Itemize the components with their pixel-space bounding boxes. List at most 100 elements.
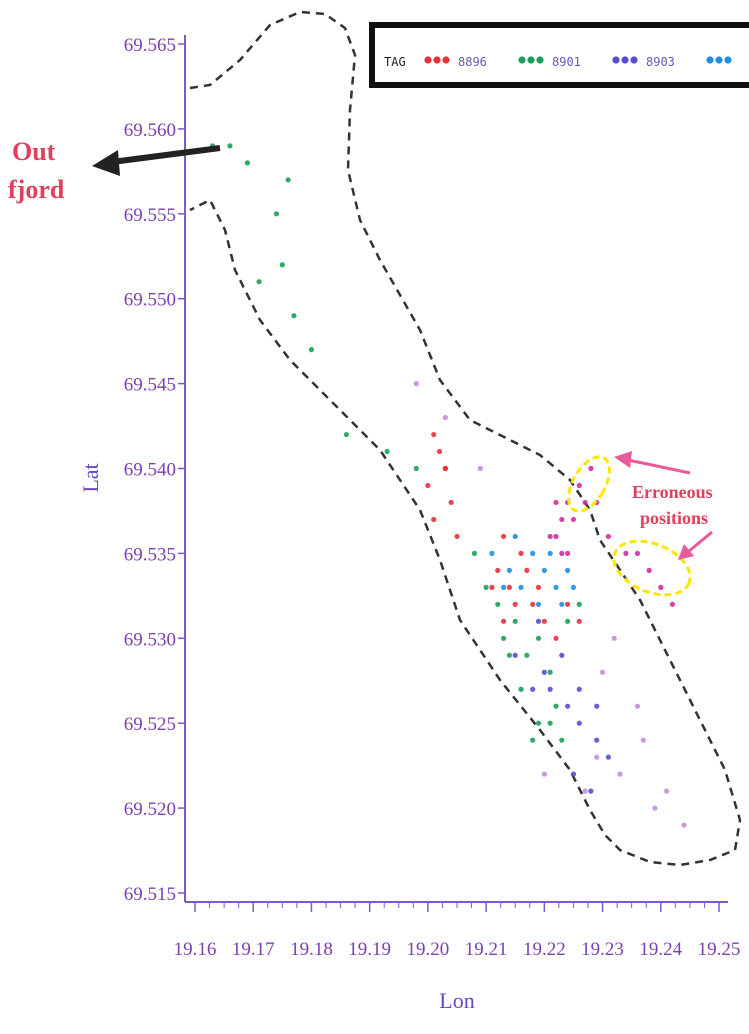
data-point — [530, 737, 536, 743]
data-point — [291, 313, 297, 319]
data-point — [541, 771, 547, 777]
out-fjord-annotation: Out fjord — [8, 137, 221, 204]
data-point — [559, 737, 565, 743]
data-point — [553, 499, 559, 506]
data-points — [209, 143, 687, 828]
data-point — [582, 499, 588, 506]
data-point — [454, 533, 460, 540]
legend-label: 8903 — [646, 55, 675, 69]
y-ticks: 69.515 69.520 69.525 69.530 69.535 69.540 69.5… — [124, 35, 185, 905]
data-point — [559, 601, 565, 607]
data-point — [576, 601, 582, 607]
data-point — [634, 550, 641, 557]
legend-marker — [630, 56, 638, 64]
data-point — [512, 601, 518, 607]
data-point — [384, 448, 390, 455]
legend-panel — [375, 28, 749, 82]
data-point — [640, 737, 646, 743]
data-point — [669, 601, 676, 607]
y-tick-label: 69.540 — [124, 460, 176, 481]
y-tick-label: 69.560 — [124, 120, 176, 141]
data-point — [634, 703, 641, 709]
data-point — [565, 703, 571, 709]
out-fjord-arrow-shaft — [111, 145, 221, 165]
data-point — [664, 788, 670, 794]
legend-marker — [724, 56, 732, 64]
data-point — [413, 381, 419, 387]
data-point — [506, 567, 512, 573]
out-fjord-line-1: Out — [12, 137, 56, 166]
data-point — [588, 465, 594, 472]
data-point — [547, 669, 553, 675]
data-point — [646, 567, 652, 573]
data-point — [565, 601, 571, 607]
data-point — [611, 635, 617, 641]
data-point — [442, 414, 448, 421]
data-point — [681, 822, 687, 828]
data-point — [570, 516, 577, 523]
data-point — [553, 635, 559, 641]
data-point — [559, 516, 565, 523]
y-tick-label: 69.515 — [124, 884, 176, 905]
legend: TAG 8896 8901 8903 — [369, 22, 749, 88]
legend-marker — [706, 56, 714, 64]
data-point — [524, 652, 530, 658]
data-point — [500, 584, 507, 590]
data-point — [594, 737, 600, 743]
y-tick-label: 69.525 — [124, 714, 176, 735]
data-point — [431, 431, 437, 438]
data-point — [617, 771, 623, 777]
legend-label: 8896 — [458, 55, 487, 69]
x-tick-label: 19.20 — [407, 939, 450, 960]
erroneous-label-line-1: Erroneous — [632, 482, 713, 502]
data-point — [547, 686, 553, 692]
data-point — [547, 533, 553, 540]
data-point — [256, 279, 262, 285]
data-point — [594, 754, 600, 760]
y-tick-label: 69.520 — [124, 799, 176, 820]
data-point — [500, 533, 507, 540]
x-ticks: 19.16 19.17 19.18 19.19 19.20 19.21 19.22 19.23… — [174, 902, 740, 960]
error-ellipse-1 — [567, 455, 611, 513]
data-point — [547, 720, 553, 726]
data-point — [512, 618, 518, 624]
y-tick-label: 69.565 — [124, 35, 176, 56]
data-point — [279, 262, 285, 268]
data-point — [442, 465, 448, 472]
data-point — [594, 703, 600, 709]
data-point — [582, 788, 588, 794]
data-point — [535, 584, 542, 590]
x-tick-label: 19.18 — [290, 939, 333, 960]
legend-title: TAG — [384, 55, 406, 69]
data-point — [512, 652, 518, 658]
legend-marker — [424, 56, 432, 64]
data-point — [524, 567, 530, 573]
data-point — [477, 465, 483, 472]
data-point — [495, 601, 501, 607]
data-point — [535, 618, 542, 624]
data-point — [658, 584, 664, 590]
data-point — [436, 448, 443, 455]
data-point — [471, 550, 478, 557]
legend-marker — [715, 56, 723, 64]
data-point — [227, 143, 233, 149]
data-point — [623, 550, 629, 557]
x-tick-label: 19.16 — [174, 939, 217, 960]
y-tick-label: 69.550 — [124, 290, 176, 311]
data-point — [518, 550, 524, 557]
data-point — [559, 550, 565, 557]
legend-marker — [536, 56, 544, 64]
y-tick-label: 69.530 — [124, 629, 176, 650]
data-point — [535, 635, 542, 641]
data-point — [489, 584, 495, 590]
data-point — [588, 788, 594, 794]
data-point — [570, 771, 577, 777]
data-point — [273, 211, 280, 217]
data-point — [652, 805, 658, 811]
data-point — [541, 669, 547, 675]
erroneous-label-line-2: positions — [640, 508, 708, 528]
data-point — [565, 618, 571, 624]
y-tick-label: 69.545 — [124, 375, 176, 396]
x-tick-label: 19.17 — [232, 939, 275, 960]
